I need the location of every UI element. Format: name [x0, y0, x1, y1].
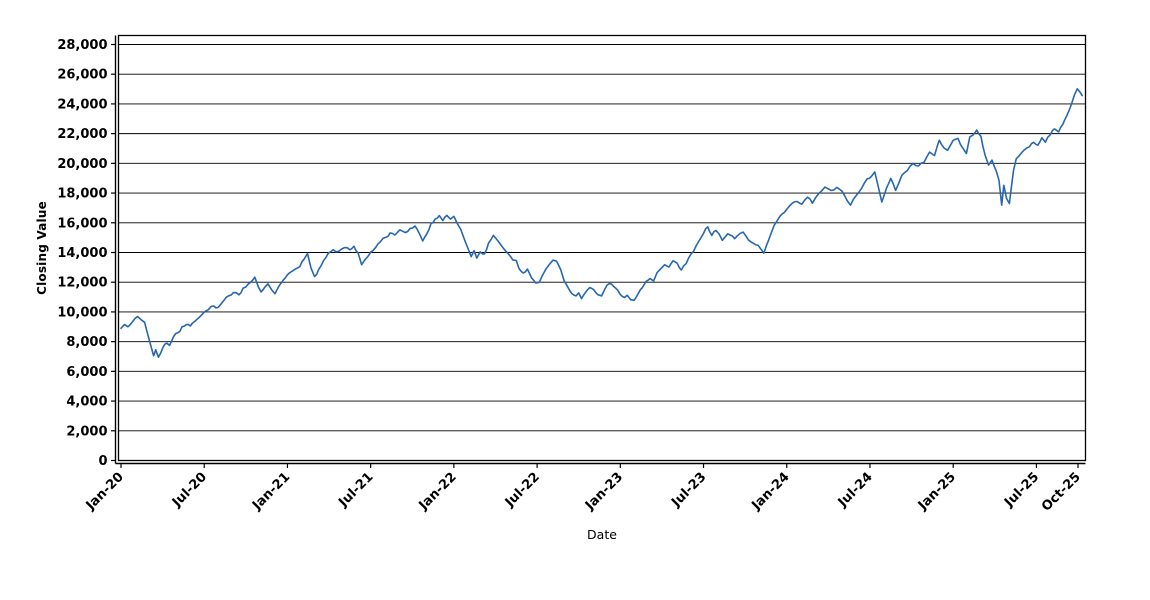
y-tick-label: 4,000: [66, 395, 107, 410]
x-axis-title: Date: [587, 527, 617, 542]
y-tick-label: 24,000: [57, 97, 107, 112]
y-tick-label: 28,000: [57, 38, 107, 53]
x-tick-label: Jan-24: [748, 470, 792, 514]
x-tick-label: Jul-21: [335, 470, 376, 511]
x-tick-label: Jan-20: [83, 470, 127, 514]
y-tick-label: 20,000: [57, 157, 107, 172]
y-tick-label: 10,000: [57, 305, 107, 320]
y-tick-label: 0: [98, 454, 107, 469]
y-tick-label: 2,000: [66, 424, 107, 439]
y-tick-label: 6,000: [66, 365, 107, 380]
plot-border: [117, 34, 1087, 462]
y-tick-label: 12,000: [57, 276, 107, 291]
x-tick-label: Jul-25: [1001, 470, 1042, 511]
y-tick-label: 18,000: [57, 187, 107, 202]
x-tick-label: Jan-23: [582, 470, 626, 514]
x-tick-label: Jul-20: [169, 470, 210, 511]
y-tick-label: 8,000: [66, 335, 107, 350]
y-tick-label: 22,000: [57, 127, 107, 142]
y-tick-label: 26,000: [57, 68, 107, 83]
y-tick-label: 16,000: [57, 216, 107, 231]
x-tick-label: Jul-24: [835, 470, 876, 511]
x-tick-label: Jul-23: [668, 470, 709, 511]
y-axis-title: Closing Value: [35, 201, 49, 295]
series-line: [120, 88, 1083, 359]
x-tick-label: Jan-21: [249, 470, 293, 514]
x-tick-label: Oct-25: [1039, 470, 1084, 515]
x-tick-label: Jan-22: [416, 470, 460, 514]
x-tick-label: Jan-25: [915, 470, 959, 514]
y-tick-label: 14,000: [57, 246, 107, 261]
x-tick-label: Jul-22: [502, 470, 543, 511]
